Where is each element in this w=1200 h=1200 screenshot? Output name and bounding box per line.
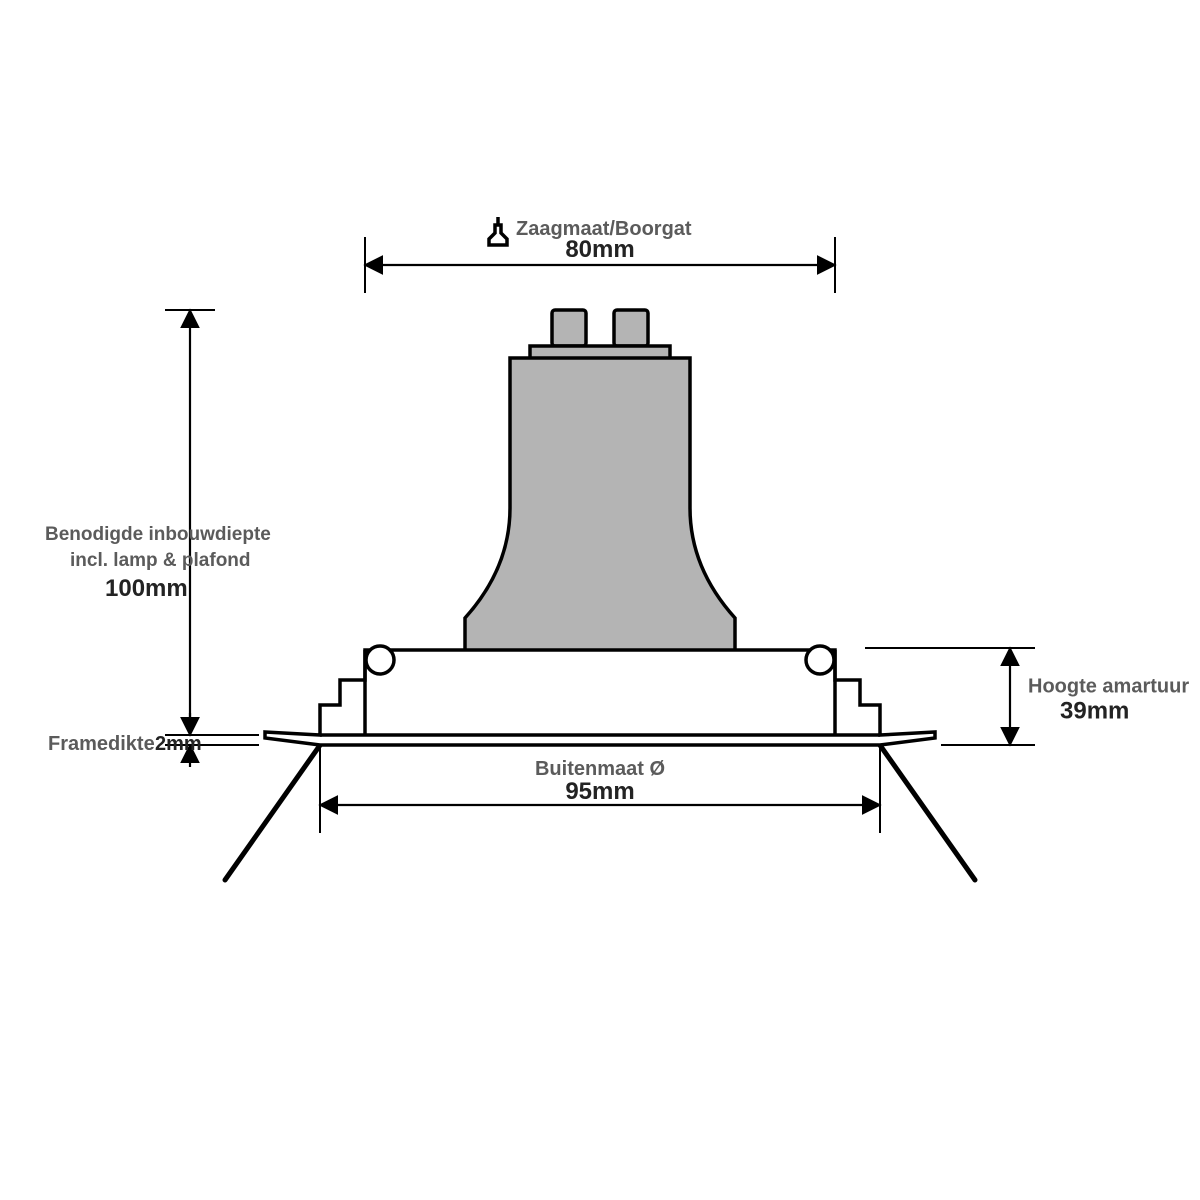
label-depth-2: incl. lamp & plafond bbox=[70, 550, 251, 571]
value-depth: 100mm bbox=[105, 575, 188, 602]
label-depth-1: Benodigde inbouwdiepte bbox=[45, 524, 271, 545]
bulb-pin-left bbox=[552, 310, 586, 346]
bulb-body bbox=[465, 358, 735, 673]
value-fixture-height: 39mm bbox=[1060, 698, 1129, 725]
hinge-left bbox=[366, 646, 394, 674]
label-fixture-height: Hoogte amartuur bbox=[1028, 676, 1189, 698]
label-outer: Buitenmaat Ø bbox=[535, 758, 665, 780]
value-outer: 95mm bbox=[565, 778, 634, 805]
value-frame: 2mm bbox=[155, 733, 202, 755]
label-frame: Framedikte bbox=[48, 733, 155, 755]
value-cut-hole: 80mm bbox=[565, 236, 634, 263]
technical-diagram: Zaagmaat/Boorgat80mmBuitenmaat Ø95mmBeno… bbox=[0, 0, 1200, 1200]
drill-icon bbox=[489, 217, 507, 245]
bulb-pin-right bbox=[614, 310, 648, 346]
hinge-right bbox=[806, 646, 834, 674]
